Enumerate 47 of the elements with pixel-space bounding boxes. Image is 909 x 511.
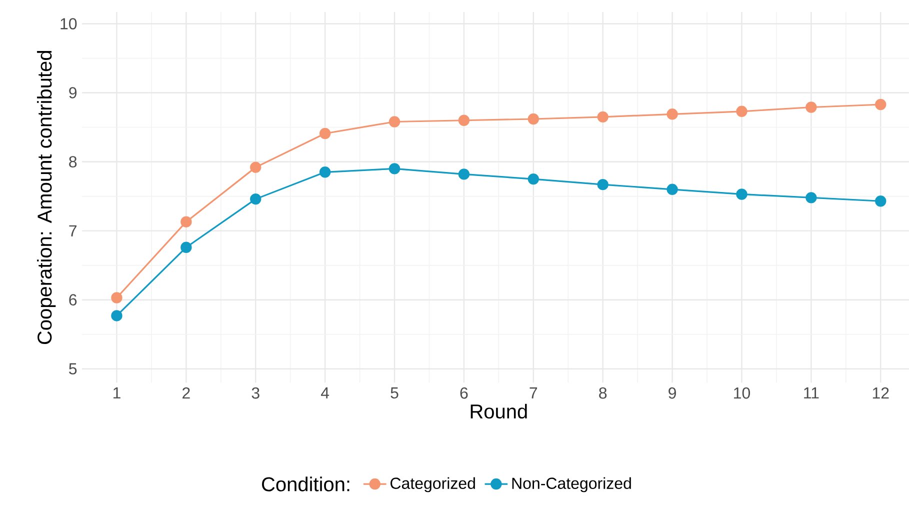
point [666,184,678,195]
point [319,166,331,178]
point [666,108,678,120]
y-tick-label: 9 [69,87,77,98]
legend-title: Condition: [262,476,350,492]
point [597,111,608,123]
x-tick-label: 4 [320,387,330,398]
point [528,113,539,125]
y-tick-label: 6 [69,294,77,306]
y-axis-title: Cooperation: Amount contributed [37,50,56,344]
point [875,196,886,207]
x-tick-label: 2 [182,387,190,399]
x-tick-label: 12 [872,387,889,399]
point [458,168,470,180]
x-tick-label: 8 [599,387,607,399]
y-tick-label: 5 [69,363,77,374]
x-tick-label: 10 [734,387,750,399]
point [250,193,262,205]
point [388,116,400,128]
point [736,106,748,117]
x-tick-label: 7 [530,387,538,398]
x-tick-label: 9 [668,387,676,399]
point [250,162,262,173]
point [111,292,122,304]
point [458,114,470,126]
y-tick-label: 8 [69,156,77,168]
point [319,128,331,140]
point [806,192,817,204]
x-tick-label: 1 [113,387,120,398]
legend-label: Categorized [390,477,475,492]
x-tick-label: 11 [804,387,819,398]
y-tick-label: 10 [60,18,77,30]
point [388,163,400,174]
point [528,173,539,185]
point [111,310,122,322]
point [875,98,886,110]
point [597,178,608,190]
y-tick-label: 7 [69,225,76,236]
x-tick-label: 6 [460,387,468,399]
x-tick-label: 5 [390,387,398,399]
point [736,188,748,200]
point [180,242,192,253]
point [806,102,817,113]
x-tick-label: 3 [252,387,260,399]
legend-label: Non-Categorized [512,477,631,492]
x-axis-title: Round [470,404,527,419]
point [180,216,192,228]
